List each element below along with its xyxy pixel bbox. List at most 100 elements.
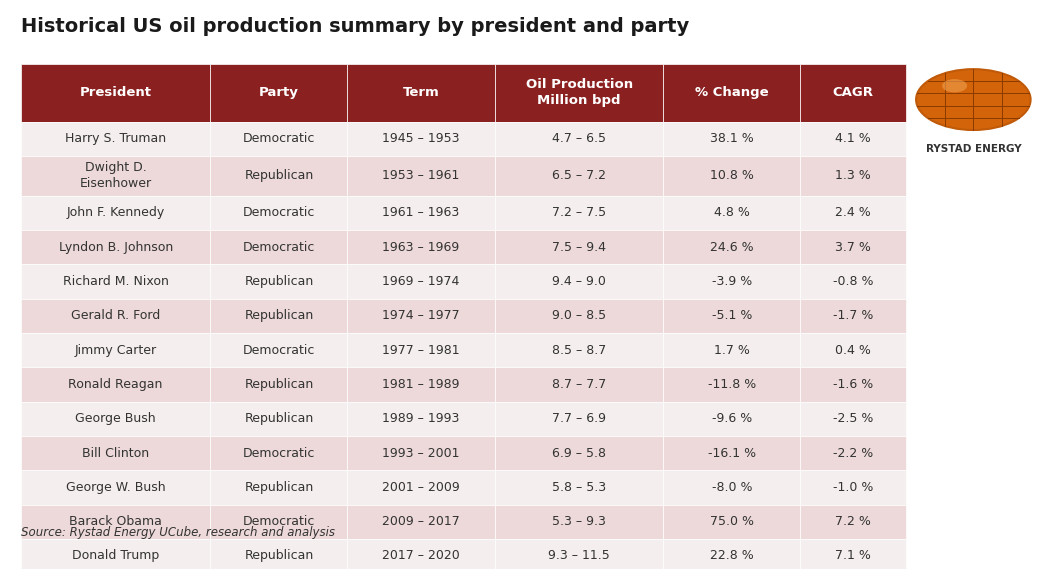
Bar	[663, 539, 801, 569]
Text: 3.7 %: 3.7 %	[835, 241, 871, 254]
Bar	[494, 265, 663, 299]
Text: 9.0 – 8.5: 9.0 – 8.5	[552, 310, 606, 323]
Text: George Bush: George Bush	[75, 413, 156, 425]
Text: 1981 – 1989: 1981 – 1989	[382, 378, 460, 391]
Bar	[348, 368, 494, 402]
Bar	[494, 470, 663, 505]
Bar	[663, 156, 801, 196]
Bar	[21, 470, 210, 505]
Bar	[21, 436, 210, 470]
Text: 1969 – 1974: 1969 – 1974	[382, 275, 460, 288]
Text: Term: Term	[403, 86, 439, 99]
Text: Historical US oil production summary by president and party: Historical US oil production summary by …	[21, 17, 689, 36]
Bar	[801, 505, 906, 539]
Bar	[21, 265, 210, 299]
Text: 1961 – 1963: 1961 – 1963	[382, 207, 460, 220]
Text: 1977 – 1981: 1977 – 1981	[382, 344, 460, 357]
Bar	[21, 402, 210, 436]
Bar	[21, 156, 210, 196]
Text: 1945 – 1953: 1945 – 1953	[382, 133, 460, 145]
Text: Democratic: Democratic	[243, 344, 315, 357]
Text: 1.3 %: 1.3 %	[835, 170, 871, 183]
Text: 24.6 %: 24.6 %	[710, 241, 754, 254]
Bar	[210, 333, 348, 368]
Text: -11.8 %: -11.8 %	[708, 378, 756, 391]
Bar	[663, 299, 801, 333]
Bar	[21, 368, 210, 402]
Text: 5.3 – 9.3: 5.3 – 9.3	[552, 515, 606, 528]
Bar	[801, 436, 906, 470]
Text: John F. Kennedy: John F. Kennedy	[67, 207, 164, 220]
Text: 6.5 – 7.2: 6.5 – 7.2	[552, 170, 606, 183]
Bar	[21, 230, 210, 265]
Text: 38.1 %: 38.1 %	[710, 133, 754, 145]
Text: -2.2 %: -2.2 %	[833, 447, 873, 460]
Text: 9.3 – 11.5: 9.3 – 11.5	[549, 550, 610, 563]
Bar	[348, 156, 494, 196]
Text: Republican: Republican	[245, 310, 313, 323]
Text: -2.5 %: -2.5 %	[833, 413, 873, 425]
Bar	[494, 156, 663, 196]
Text: 5.8 – 5.3: 5.8 – 5.3	[552, 481, 606, 494]
Text: -1.7 %: -1.7 %	[833, 310, 873, 323]
Text: 22.8 %: 22.8 %	[710, 550, 754, 563]
Bar	[494, 299, 663, 333]
Text: Donald Trump: Donald Trump	[72, 550, 159, 563]
Circle shape	[916, 69, 1031, 130]
Text: Republican: Republican	[245, 378, 313, 391]
Text: Republican: Republican	[245, 275, 313, 288]
Text: 2.4 %: 2.4 %	[835, 207, 871, 220]
Bar	[494, 539, 663, 569]
Text: Democratic: Democratic	[243, 207, 315, 220]
Text: -5.1 %: -5.1 %	[712, 310, 752, 323]
Text: 6.9 – 5.8: 6.9 – 5.8	[552, 447, 606, 460]
Text: Lyndon B. Johnson: Lyndon B. Johnson	[58, 241, 173, 254]
Text: 10.8 %: 10.8 %	[710, 170, 754, 183]
Text: 2017 – 2020: 2017 – 2020	[382, 550, 460, 563]
Text: 1953 – 1961: 1953 – 1961	[382, 170, 460, 183]
Bar	[348, 470, 494, 505]
Bar	[21, 196, 210, 230]
Bar	[494, 333, 663, 368]
Text: Bill Clinton: Bill Clinton	[82, 447, 149, 460]
Bar	[210, 196, 348, 230]
Text: Party: Party	[259, 86, 299, 99]
Bar	[494, 230, 663, 265]
Text: 7.2 %: 7.2 %	[835, 515, 871, 528]
Text: Gerald R. Ford: Gerald R. Ford	[71, 310, 160, 323]
Text: Republican: Republican	[245, 170, 313, 183]
Bar	[21, 539, 210, 569]
Bar	[663, 196, 801, 230]
Text: Ronald Reagan: Ronald Reagan	[69, 378, 162, 391]
Bar	[663, 505, 801, 539]
Bar	[494, 368, 663, 402]
Text: Source: Rystad Energy UCube, research and analysis: Source: Rystad Energy UCube, research an…	[21, 526, 335, 539]
Bar	[21, 505, 210, 539]
Text: -0.8 %: -0.8 %	[833, 275, 873, 288]
Bar	[801, 122, 906, 156]
Text: CAGR: CAGR	[833, 86, 873, 99]
Text: 7.7 – 6.9: 7.7 – 6.9	[552, 413, 606, 425]
Text: Richard M. Nixon: Richard M. Nixon	[62, 275, 169, 288]
Bar	[210, 299, 348, 333]
Bar	[348, 539, 494, 569]
Bar	[210, 122, 348, 156]
Text: 1963 – 1969: 1963 – 1969	[382, 241, 460, 254]
Text: RYSTAD ENERGY: RYSTAD ENERGY	[925, 144, 1021, 154]
Text: 75.0 %: 75.0 %	[710, 515, 754, 528]
Text: 8.7 – 7.7: 8.7 – 7.7	[552, 378, 606, 391]
Bar	[210, 230, 348, 265]
Text: Republican: Republican	[245, 550, 313, 563]
Bar	[663, 333, 801, 368]
Text: 8.5 – 8.7: 8.5 – 8.7	[552, 344, 606, 357]
Text: -9.6 %: -9.6 %	[712, 413, 752, 425]
Bar	[801, 265, 906, 299]
Text: 2001 – 2009: 2001 – 2009	[382, 481, 460, 494]
Text: % Change: % Change	[695, 86, 768, 99]
Text: President: President	[79, 86, 152, 99]
Bar	[348, 196, 494, 230]
Bar	[801, 156, 906, 196]
Bar	[801, 333, 906, 368]
Bar	[210, 436, 348, 470]
Bar	[348, 505, 494, 539]
